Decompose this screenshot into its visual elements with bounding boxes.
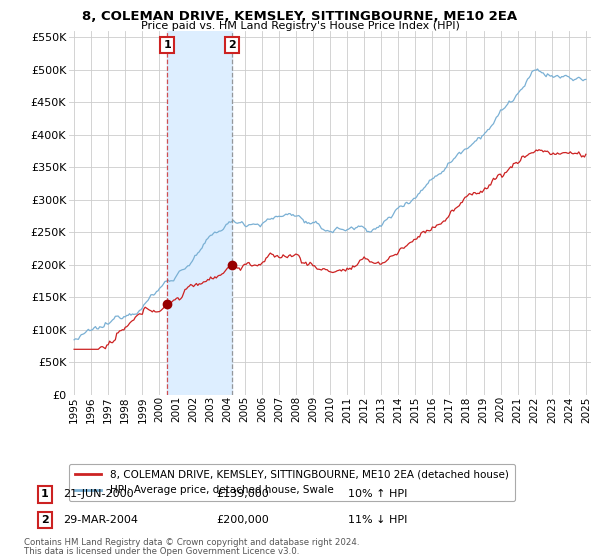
Text: Contains HM Land Registry data © Crown copyright and database right 2024.: Contains HM Land Registry data © Crown c… [24,538,359,547]
Text: 2: 2 [227,40,235,50]
Text: 11% ↓ HPI: 11% ↓ HPI [348,515,407,525]
Legend: 8, COLEMAN DRIVE, KEMSLEY, SITTINGBOURNE, ME10 2EA (detached house), HPI: Averag: 8, COLEMAN DRIVE, KEMSLEY, SITTINGBOURNE… [69,464,515,501]
Text: 29-MAR-2004: 29-MAR-2004 [63,515,138,525]
Text: 1: 1 [41,489,49,500]
Text: This data is licensed under the Open Government Licence v3.0.: This data is licensed under the Open Gov… [24,547,299,556]
Text: 1: 1 [164,40,172,50]
Text: 21-JUN-2000: 21-JUN-2000 [63,489,134,500]
Text: 2: 2 [41,515,49,525]
Text: Price paid vs. HM Land Registry's House Price Index (HPI): Price paid vs. HM Land Registry's House … [140,21,460,31]
Text: £200,000: £200,000 [216,515,269,525]
Text: 8, COLEMAN DRIVE, KEMSLEY, SITTINGBOURNE, ME10 2EA: 8, COLEMAN DRIVE, KEMSLEY, SITTINGBOURNE… [82,10,518,22]
Text: £139,000: £139,000 [216,489,269,500]
Bar [167,31,232,395]
Text: 10% ↑ HPI: 10% ↑ HPI [348,489,407,500]
